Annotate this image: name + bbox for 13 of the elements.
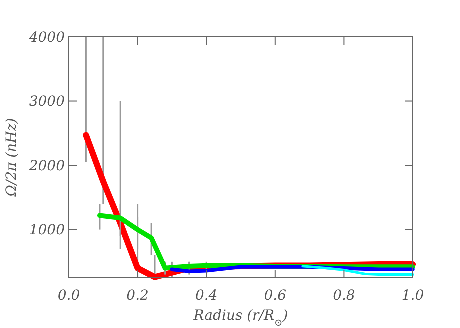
- line-series: [302, 265, 414, 276]
- x-tick-label: 0.8: [333, 288, 356, 304]
- x-axis-title: Radius (r/R$_{⊙}$): [192, 308, 288, 328]
- y-tick-label: 2000: [28, 158, 66, 174]
- x-tick-label: 0.6: [264, 288, 287, 304]
- y-tick-label: 4000: [28, 30, 66, 46]
- x-tick-label: 0.0: [58, 288, 80, 304]
- x-tick-label: 0.4: [195, 288, 218, 304]
- x-tick-label: 0.2: [126, 288, 150, 304]
- x-tick-label: 1.0: [402, 288, 424, 304]
- y-tick-label: 1000: [29, 222, 66, 239]
- y-axis-title: Ω/2π (nHz): [4, 118, 20, 198]
- y-tick-label: 3000: [29, 94, 66, 110]
